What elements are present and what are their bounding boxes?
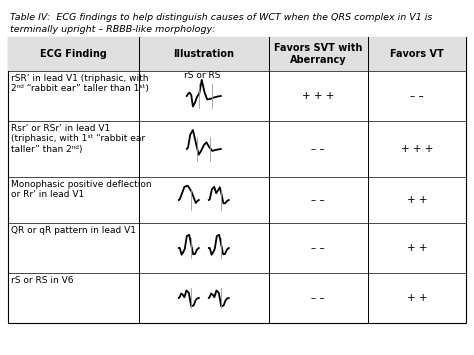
Text: terminally upright – RBBB-like morphology:: terminally upright – RBBB-like morpholog… [10,25,215,34]
Text: – –: – – [311,243,325,253]
Text: rS or RS: rS or RS [183,71,220,80]
Text: Illustration: Illustration [173,49,234,59]
Text: + +: + + [407,243,427,253]
Text: + + +: + + + [401,144,433,154]
Bar [8,37,466,71]
Text: – –: – – [311,293,325,303]
Text: Rsr’ or RSr’ in lead V1
(triphasic, with 1ˢᵗ “rabbit ear
taller” than 2ⁿᵈ): Rsr’ or RSr’ in lead V1 (triphasic, with… [11,124,145,154]
Text: Favors VT: Favors VT [390,49,444,59]
Text: Table IV:  ECG findings to help distinguish causes of WCT when the QRS complex i: Table IV: ECG findings to help distingui… [10,13,432,22]
Text: QR or qR pattern in lead V1: QR or qR pattern in lead V1 [11,226,136,235]
Text: + +: + + [407,293,427,303]
Text: + +: + + [407,195,427,205]
Text: Monophasic positive deflection
or Rr’ in lead V1: Monophasic positive deflection or Rr’ in… [11,180,152,200]
Text: ECG Finding: ECG Finding [40,49,107,59]
Text: rS or RS in V6: rS or RS in V6 [11,276,73,285]
Bar [8,37,466,323]
Text: – –: – – [311,144,325,154]
Text: rSR’ in lead V1 (triphasic, with
2ⁿᵈ “rabbit ear” taller than 1ˢᵗ): rSR’ in lead V1 (triphasic, with 2ⁿᵈ “ra… [11,74,149,93]
Text: + + +: + + + [302,91,335,101]
Text: – –: – – [311,195,325,205]
Text: Favors SVT with
Aberrancy: Favors SVT with Aberrancy [274,43,363,65]
Text: – –: – – [410,91,424,101]
